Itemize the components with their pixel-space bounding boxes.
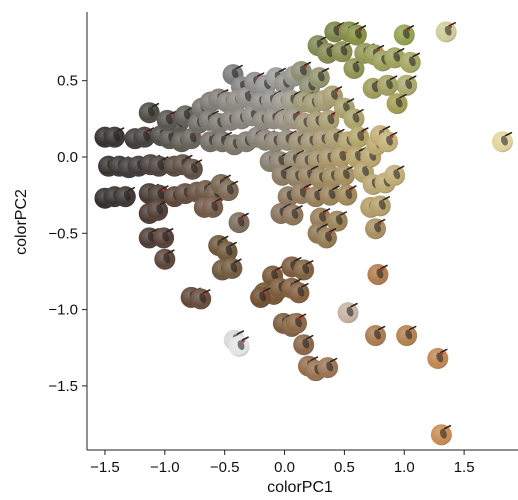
data-point xyxy=(377,74,399,96)
y-ticks: −1.5 −1.0 −0.5 0.0 0.5 xyxy=(48,73,87,395)
data-point xyxy=(427,347,449,369)
x-tick-label: 0.0 xyxy=(274,459,295,476)
x-tick-label: 1.5 xyxy=(454,459,475,476)
data-point xyxy=(324,21,346,43)
data-point xyxy=(228,335,250,357)
data-point xyxy=(369,195,391,217)
data-point xyxy=(181,158,203,180)
data-point xyxy=(148,184,170,206)
data-point xyxy=(315,227,337,249)
data-point xyxy=(367,263,389,285)
data-point xyxy=(345,24,367,46)
data-point xyxy=(365,218,387,240)
axes xyxy=(86,12,518,451)
data-point xyxy=(435,21,457,43)
data-point xyxy=(384,164,406,186)
data-point xyxy=(343,108,365,130)
x-tick-label: −1.0 xyxy=(150,459,180,476)
data-point xyxy=(293,334,315,356)
x-tick-label: −1.5 xyxy=(90,459,120,476)
x-tick-label: −0.5 xyxy=(210,459,240,476)
data-point xyxy=(430,424,452,446)
data-point xyxy=(148,155,170,177)
data-point xyxy=(377,131,399,153)
data-point xyxy=(138,227,160,249)
data-point xyxy=(138,102,160,124)
data-point xyxy=(154,248,176,270)
data-point xyxy=(250,286,272,308)
data-point xyxy=(147,199,169,221)
data-point xyxy=(104,126,126,148)
data-point xyxy=(337,302,359,324)
data-point xyxy=(217,180,239,202)
data-point xyxy=(386,93,408,115)
data-point xyxy=(399,51,421,73)
data-point xyxy=(393,24,415,46)
data-point xyxy=(156,109,178,131)
y-tick-label: −0.5 xyxy=(48,225,78,242)
data-point xyxy=(293,259,315,281)
data-point xyxy=(331,41,353,63)
y-axis-title: colorPC2 xyxy=(13,189,30,255)
data-point xyxy=(221,257,243,279)
data-point xyxy=(114,186,136,208)
data-point xyxy=(288,282,310,304)
data-point xyxy=(348,126,370,148)
data-point xyxy=(317,357,339,379)
x-ticks: −1.5 −1.0 −0.5 0.0 0.5 1.0 1.5 xyxy=(90,450,475,476)
y-tick-label: −1.0 xyxy=(48,302,78,319)
x-tick-label: 1.0 xyxy=(394,459,415,476)
y-tick-label: 0.0 xyxy=(57,149,78,166)
data-point xyxy=(333,164,355,186)
data-point xyxy=(343,57,365,79)
data-point xyxy=(365,325,387,347)
data-point xyxy=(396,325,418,347)
data-point xyxy=(228,212,250,234)
data-point xyxy=(491,131,513,153)
data-points xyxy=(94,21,513,446)
data-point xyxy=(153,227,175,249)
data-point xyxy=(282,204,304,226)
y-tick-label: 0.5 xyxy=(57,73,78,90)
data-point xyxy=(308,67,330,89)
data-point xyxy=(326,210,348,232)
x-axis-title: colorPC1 xyxy=(267,479,333,496)
data-point xyxy=(286,312,308,334)
data-point xyxy=(396,74,418,96)
data-point xyxy=(319,184,341,206)
data-point xyxy=(190,288,212,310)
x-tick-label: 0.5 xyxy=(334,459,355,476)
data-point xyxy=(336,184,358,206)
data-point xyxy=(318,109,340,131)
y-tick-label: −1.5 xyxy=(48,378,78,395)
data-point xyxy=(133,126,155,148)
data-point xyxy=(202,196,224,218)
data-point xyxy=(216,241,238,263)
